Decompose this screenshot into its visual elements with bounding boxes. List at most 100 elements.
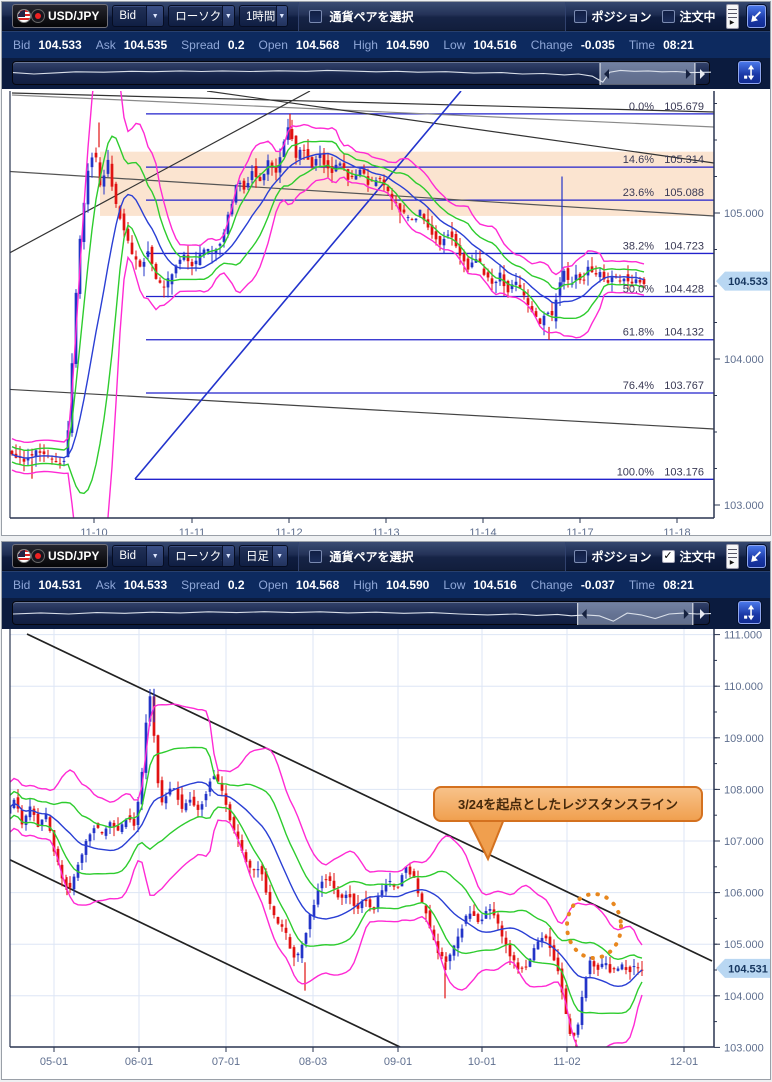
panel-collapse-handle-icon[interactable]: ▶ xyxy=(725,543,739,569)
bid-value: 104.533 xyxy=(38,38,82,52)
svg-text:104.000: 104.000 xyxy=(724,991,764,1003)
order-toggle: ✓ 注文中 xyxy=(661,549,716,564)
currency-pair-button[interactable]: USD/JPY xyxy=(12,4,109,28)
svg-text:11-11: 11-11 xyxy=(179,527,206,536)
resize-vertical-icon xyxy=(744,604,755,621)
dock-chart-button[interactable] xyxy=(746,544,766,568)
open-value: 104.568 xyxy=(295,578,340,592)
chart-navigator[interactable] xyxy=(12,601,711,625)
svg-text:05-01: 05-01 xyxy=(40,1056,68,1068)
svg-text:107.000: 107.000 xyxy=(724,836,764,848)
japan-flag-icon xyxy=(31,549,45,563)
order-checkbox[interactable]: ✓ xyxy=(661,549,675,563)
svg-text:111.000: 111.000 xyxy=(724,630,762,642)
order-toggle: 注文中 xyxy=(661,8,716,25)
svg-text:104.132: 104.132 xyxy=(664,327,704,339)
select-pair-checkbox[interactable] xyxy=(308,549,322,563)
svg-text:104.723: 104.723 xyxy=(664,240,704,252)
chevron-down-icon: ▼ xyxy=(276,6,287,26)
svg-text:76.4%: 76.4% xyxy=(623,380,654,392)
svg-text:50.0%: 50.0% xyxy=(623,284,654,296)
navigator-expand-button[interactable] xyxy=(738,61,761,84)
svg-text:106.000: 106.000 xyxy=(724,888,764,900)
svg-text:105.088: 105.088 xyxy=(664,187,704,199)
order-checkbox[interactable] xyxy=(661,9,675,23)
svg-text:105.314: 105.314 xyxy=(664,154,704,166)
svg-text:06-01: 06-01 xyxy=(125,1056,153,1068)
select-pair-group: 通貨ペアを選択 xyxy=(297,542,566,571)
navigator-row xyxy=(2,58,770,89)
spread-value: 0.2 xyxy=(227,38,245,52)
chart-type-select[interactable]: ローソク足 ▼ xyxy=(168,545,235,567)
svg-text:105.000: 105.000 xyxy=(724,208,764,220)
japan-flag-icon xyxy=(31,9,45,23)
svg-text:104.533: 104.533 xyxy=(728,276,768,288)
quote-info-bar: Bid 104.531 Ask 104.533 Spread 0.2 Open 104.… xyxy=(2,571,770,598)
svg-text:10-01: 10-01 xyxy=(468,1056,496,1068)
price-type-select[interactable]: Bid ▼ xyxy=(112,545,165,567)
dock-chart-button[interactable] xyxy=(746,4,766,28)
panel-collapse-handle-icon[interactable]: ▶ xyxy=(725,3,739,29)
svg-text:103.176: 103.176 xyxy=(664,466,704,478)
toolbar: USD/JPY Bid ▼ ローソク足 ▼ 1時間足 ▼ 通貨ペアを選択 ポジシ… xyxy=(2,2,770,31)
svg-text:14.6%: 14.6% xyxy=(623,154,654,166)
chart-panel-hourly: USD/JPY Bid ▼ ローソク足 ▼ 1時間足 ▼ 通貨ペアを選択 ポジシ… xyxy=(1,1,771,536)
bid-value: 104.531 xyxy=(38,578,82,592)
candlestick-chart-hourly[interactable]: 0.0% 105.679 14.6% 105.314 23.6% 105.088 38.2%… xyxy=(2,89,771,536)
chevron-down-icon: ▼ xyxy=(146,546,164,566)
navigator-row xyxy=(2,598,770,629)
low-value: 104.516 xyxy=(473,578,517,592)
chart-navigator[interactable] xyxy=(12,61,711,85)
chevron-down-icon: ▼ xyxy=(221,6,234,26)
open-value: 104.568 xyxy=(295,38,340,52)
svg-text:08-03: 08-03 xyxy=(299,1056,327,1068)
svg-text:103.767: 103.767 xyxy=(664,380,704,392)
arrow-down-left-icon xyxy=(750,550,761,562)
position-checkbox[interactable] xyxy=(573,9,587,23)
high-value: 104.590 xyxy=(385,578,430,592)
chart-panel-daily: USD/JPY Bid ▼ ローソク足 ▼ 日足 ▼ 通貨ペアを選択 ポジション xyxy=(1,541,771,1080)
us-flag-icon xyxy=(17,9,31,23)
arrow-down-left-icon xyxy=(750,10,761,22)
navigator-expand-button[interactable] xyxy=(738,601,761,624)
svg-text:104.000: 104.000 xyxy=(724,354,764,366)
svg-text:0.0%: 0.0% xyxy=(629,101,654,113)
svg-text:108.000: 108.000 xyxy=(724,784,764,796)
svg-text:11-13: 11-13 xyxy=(372,527,399,536)
svg-text:11-17: 11-17 xyxy=(566,527,593,536)
toolbar: USD/JPY Bid ▼ ローソク足 ▼ 日足 ▼ 通貨ペアを選択 ポジション xyxy=(2,542,770,571)
svg-text:104.531: 104.531 xyxy=(728,963,768,975)
currency-pair-button[interactable]: USD/JPY xyxy=(12,544,109,568)
low-value: 104.516 xyxy=(473,38,517,52)
svg-text:23.6%: 23.6% xyxy=(623,187,654,199)
timeframe-select[interactable]: 日足 ▼ xyxy=(239,545,288,567)
timeframe-select[interactable]: 1時間足 ▼ xyxy=(239,5,288,27)
position-checkbox[interactable] xyxy=(573,549,587,563)
select-pair-group: 通貨ペアを選択 xyxy=(297,2,566,31)
svg-text:11-10: 11-10 xyxy=(80,527,107,536)
select-pair-label[interactable]: 通貨ペアを選択 xyxy=(329,9,414,24)
high-value: 104.590 xyxy=(385,38,430,52)
select-pair-checkbox[interactable] xyxy=(308,9,322,23)
time-value: 08:21 xyxy=(663,38,694,52)
price-type-select[interactable]: Bid ▼ xyxy=(112,5,165,27)
svg-text:3/24を起点としたレジスタンスライン: 3/24を起点としたレジスタンスライン xyxy=(458,797,678,812)
position-toggle: ポジション xyxy=(573,548,652,565)
resize-vertical-icon xyxy=(744,64,755,81)
us-flag-icon xyxy=(17,549,31,563)
quote-info-bar: Bid 104.533 Ask 104.535 Spread 0.2 Open 104.… xyxy=(2,31,770,58)
spread-value: 0.2 xyxy=(227,578,245,592)
svg-text:07-01: 07-01 xyxy=(212,1056,240,1068)
chart-type-select[interactable]: ローソク足 ▼ xyxy=(168,5,235,27)
svg-text:38.2%: 38.2% xyxy=(623,240,654,252)
ask-value: 104.533 xyxy=(123,578,168,592)
select-pair-label[interactable]: 通貨ペアを選択 xyxy=(329,549,414,564)
svg-text:11-18: 11-18 xyxy=(663,527,690,536)
ask-value: 104.535 xyxy=(123,38,168,52)
svg-text:104.428: 104.428 xyxy=(664,284,704,296)
svg-text:09-01: 09-01 xyxy=(384,1056,412,1068)
candlestick-chart-daily[interactable]: 05-01 06-01 07-01 08-03 09-01 10-01 11-02 12-01… xyxy=(2,629,771,1080)
svg-text:105.679: 105.679 xyxy=(664,101,704,113)
chevron-down-icon: ▼ xyxy=(271,546,287,566)
